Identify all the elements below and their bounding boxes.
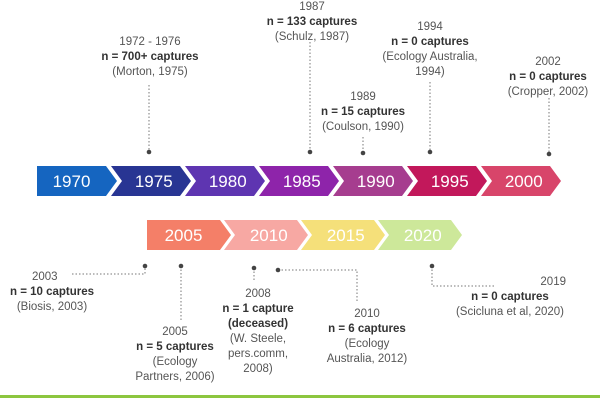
- arrow-label-2000: 2000: [505, 172, 543, 191]
- connector-dot-2019: [429, 263, 435, 269]
- connector-2003: [72, 266, 146, 275]
- note-year: 2005: [162, 326, 188, 338]
- arrow-label-1995: 1995: [431, 172, 469, 191]
- note-1987: 1987 n = 133 captures (Schulz, 1987): [250, 0, 374, 45]
- note-count: n = 0 captures: [471, 291, 549, 303]
- arrow-2010: [224, 220, 308, 250]
- note-count: n = 5 captures: [136, 341, 214, 353]
- note-source: Partners, 2006): [135, 371, 215, 383]
- note-source: (Cropper, 2002): [507, 86, 589, 98]
- connector-dot-1972-1976: [146, 149, 152, 155]
- note-year: 2010: [354, 308, 380, 320]
- note-source: (W. Steele,: [229, 333, 287, 345]
- note-year: 1972 - 1976: [119, 36, 181, 48]
- note-count: n = 6 captures: [328, 323, 406, 335]
- note-1972-1976: 1972 - 1976 n = 700+ captures (Morton, 1…: [88, 35, 212, 80]
- note-source: Australia, 2012): [326, 353, 408, 365]
- connector-dot-1994: [427, 149, 433, 155]
- note-source: 1994): [415, 66, 445, 78]
- note-2002: 2002 n = 0 captures (Cropper, 2002): [496, 55, 600, 100]
- connector-dot-2010: [275, 267, 281, 273]
- arrow-label-2020: 2020: [404, 226, 442, 245]
- note-year: 2002: [535, 56, 561, 68]
- note-extra: (deceased): [227, 318, 289, 330]
- connector-dot-2008: [251, 265, 257, 271]
- connector-dot-1989: [360, 150, 366, 156]
- note-source: (Ecology: [344, 338, 390, 350]
- note-year: 2008: [245, 288, 271, 300]
- connector-dot-2002: [546, 151, 552, 157]
- arrow-2000: [481, 166, 561, 196]
- arrow-1980: [185, 166, 265, 196]
- note-source: (Schulz, 1987): [274, 31, 350, 43]
- connector-dot-1987: [307, 149, 313, 155]
- note-source: 2008): [243, 363, 273, 375]
- arrow-1975: [111, 166, 191, 196]
- note-source: (Coulson, 1990): [322, 121, 404, 133]
- arrow-label-2005: 2005: [165, 226, 203, 245]
- arrow-1985: [259, 166, 339, 196]
- timeline-row-2005-2020: 2005 2010 2015 2020: [147, 220, 462, 250]
- arrow-label-2010: 2010: [250, 226, 288, 245]
- note-source: pers.comm,: [227, 348, 289, 360]
- timeline-row-1970-2000: 1970 1975 1980 1985 1990 1995 2000: [37, 166, 561, 196]
- note-2010: 2010 n = 6 captures (Ecology Australia, …: [312, 307, 422, 367]
- note-source: (Morton, 1975): [112, 66, 188, 78]
- arrow-label-2015: 2015: [327, 226, 365, 245]
- note-count: n = 1 capture: [222, 303, 294, 315]
- note-source: (Ecology: [152, 356, 198, 368]
- connector-lines: [72, 42, 552, 320]
- note-year: 1987: [299, 1, 325, 13]
- bottom-divider: [0, 395, 600, 398]
- note-count: n = 10 captures: [9, 286, 95, 298]
- note-2005: 2005 n = 5 captures (Ecology Partners, 2…: [120, 325, 230, 385]
- note-year: 2019: [540, 276, 566, 288]
- connector-dot-2005: [178, 263, 184, 269]
- arrow-label-1985: 1985: [283, 172, 321, 191]
- note-count: n = 15 captures: [320, 106, 406, 118]
- arrow-label-1970: 1970: [53, 172, 91, 191]
- arrow-1995: [407, 166, 487, 196]
- note-year: 2003: [32, 271, 58, 283]
- note-count: n = 0 captures: [509, 71, 587, 83]
- note-1994: 1994 n = 0 captures (Ecology Australia, …: [370, 20, 490, 80]
- note-source: (Ecology Australia,: [382, 51, 478, 63]
- arrow-2020: [378, 220, 462, 250]
- note-source: (Biosis, 2003): [16, 301, 88, 313]
- arrow-1970: [37, 166, 117, 196]
- note-2003: 2003 n = 10 captures (Biosis, 2003): [2, 270, 102, 315]
- arrow-label-1990: 1990: [357, 172, 395, 191]
- connector-dot-2003: [142, 263, 148, 269]
- note-1989: 1989 n = 15 captures (Coulson, 1990): [308, 90, 418, 135]
- arrow-label-1980: 1980: [209, 172, 247, 191]
- arrow-2015: [301, 220, 385, 250]
- arrow-1990: [333, 166, 413, 196]
- arrow-2005: [147, 220, 231, 250]
- note-2008: 2008 n = 1 capture (deceased) (W. Steele…: [205, 287, 311, 377]
- note-source: (Scicluna et al, 2020): [455, 306, 565, 318]
- note-count: n = 700+ captures: [101, 51, 199, 63]
- note-count: n = 0 captures: [391, 36, 469, 48]
- note-year: 1989: [350, 91, 376, 103]
- note-2019: 2019 n = 0 captures (Scicluna et al, 202…: [440, 275, 580, 320]
- note-year: 1994: [417, 21, 443, 33]
- arrow-label-1975: 1975: [135, 172, 173, 191]
- note-count: n = 133 captures: [266, 16, 358, 28]
